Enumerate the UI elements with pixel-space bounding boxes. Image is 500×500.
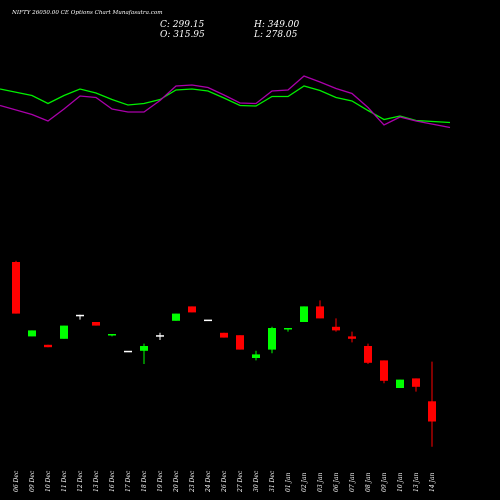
candle-body [60,325,68,339]
x-tick-label: 23 Dec [189,470,196,493]
x-tick-label: 02 Jan [301,472,308,492]
upper-band-line [0,85,451,124]
candle-body [268,328,276,350]
candles-group [12,260,436,447]
x-tick-label: 13 Dec [93,470,100,492]
candle-body [92,322,100,326]
lower-band-line [0,75,451,129]
candle-body [412,378,420,387]
candle-body [156,335,164,337]
candle-body [108,334,116,336]
x-tick-label: 07 Jan [349,472,356,492]
x-tick-label: 01 Jan [285,472,292,492]
chart-title: NIFTY 26050.00 CE Options Chart Munafasu… [11,10,163,16]
open-price-label: O: 315.95 [160,30,205,40]
candle-body [380,360,388,381]
indicator-bands [0,75,451,129]
candle-body [364,346,372,363]
candle-body [428,401,436,422]
x-tick-label: 19 Dec [157,470,164,492]
x-tick-label: 06 Dec [13,470,20,492]
high-price-label: H: 349.00 [253,20,300,30]
x-tick-label: 06 Jan [333,472,340,492]
candle-body [284,328,292,330]
candle-body [348,336,356,339]
x-tick-label: 18 Dec [141,470,148,492]
x-tick-label: 20 Dec [173,470,180,493]
candle-body [204,319,212,322]
candle-body [140,346,148,351]
x-tick-label: 12 Dec [77,470,84,492]
candle-body [76,314,84,317]
candle-body [332,326,340,331]
x-tick-label: 13 Jan [413,472,420,492]
x-tick-label: 30 Dec [253,470,260,492]
x-tick-label: 11 Dec [61,470,68,492]
x-tick-label: 17 Dec [125,470,132,492]
x-tick-label: 09 Dec [29,470,36,492]
x-tick-label: 27 Dec [237,470,244,493]
candle-body [12,262,20,314]
candle-body [396,379,404,388]
x-tick-label: 09 Jan [381,472,388,492]
x-tick-label: 31 Dec [269,470,276,492]
x-tick-label: 24 Dec [205,470,212,493]
candle-body [300,306,308,322]
x-axis-ticks: 06 Dec 09 Dec 10 Dec 11 Dec 12 Dec 13 Dec 16 D… [13,470,436,493]
candle-body [28,330,36,337]
x-tick-label: 03 Jan [317,472,324,492]
x-tick-label: 10 Jan [397,472,404,492]
x-tick-label: 10 Dec [45,470,52,492]
x-tick-label: 08 Jan [365,472,372,492]
candle-body [44,344,52,348]
candle-body [220,332,228,338]
candle-body [252,354,260,358]
candle-body [316,306,324,319]
close-price-label: C: 299.15 [160,20,205,30]
candle-body [124,350,132,353]
candle-body [188,306,196,313]
candle-body [236,335,244,350]
candle-body [172,313,180,321]
x-tick-label: 14 Jan [429,472,436,492]
x-tick-label: 26 Dec [221,470,228,493]
low-price-label: L: 278.05 [253,30,298,40]
x-tick-label: 16 Dec [109,470,116,492]
